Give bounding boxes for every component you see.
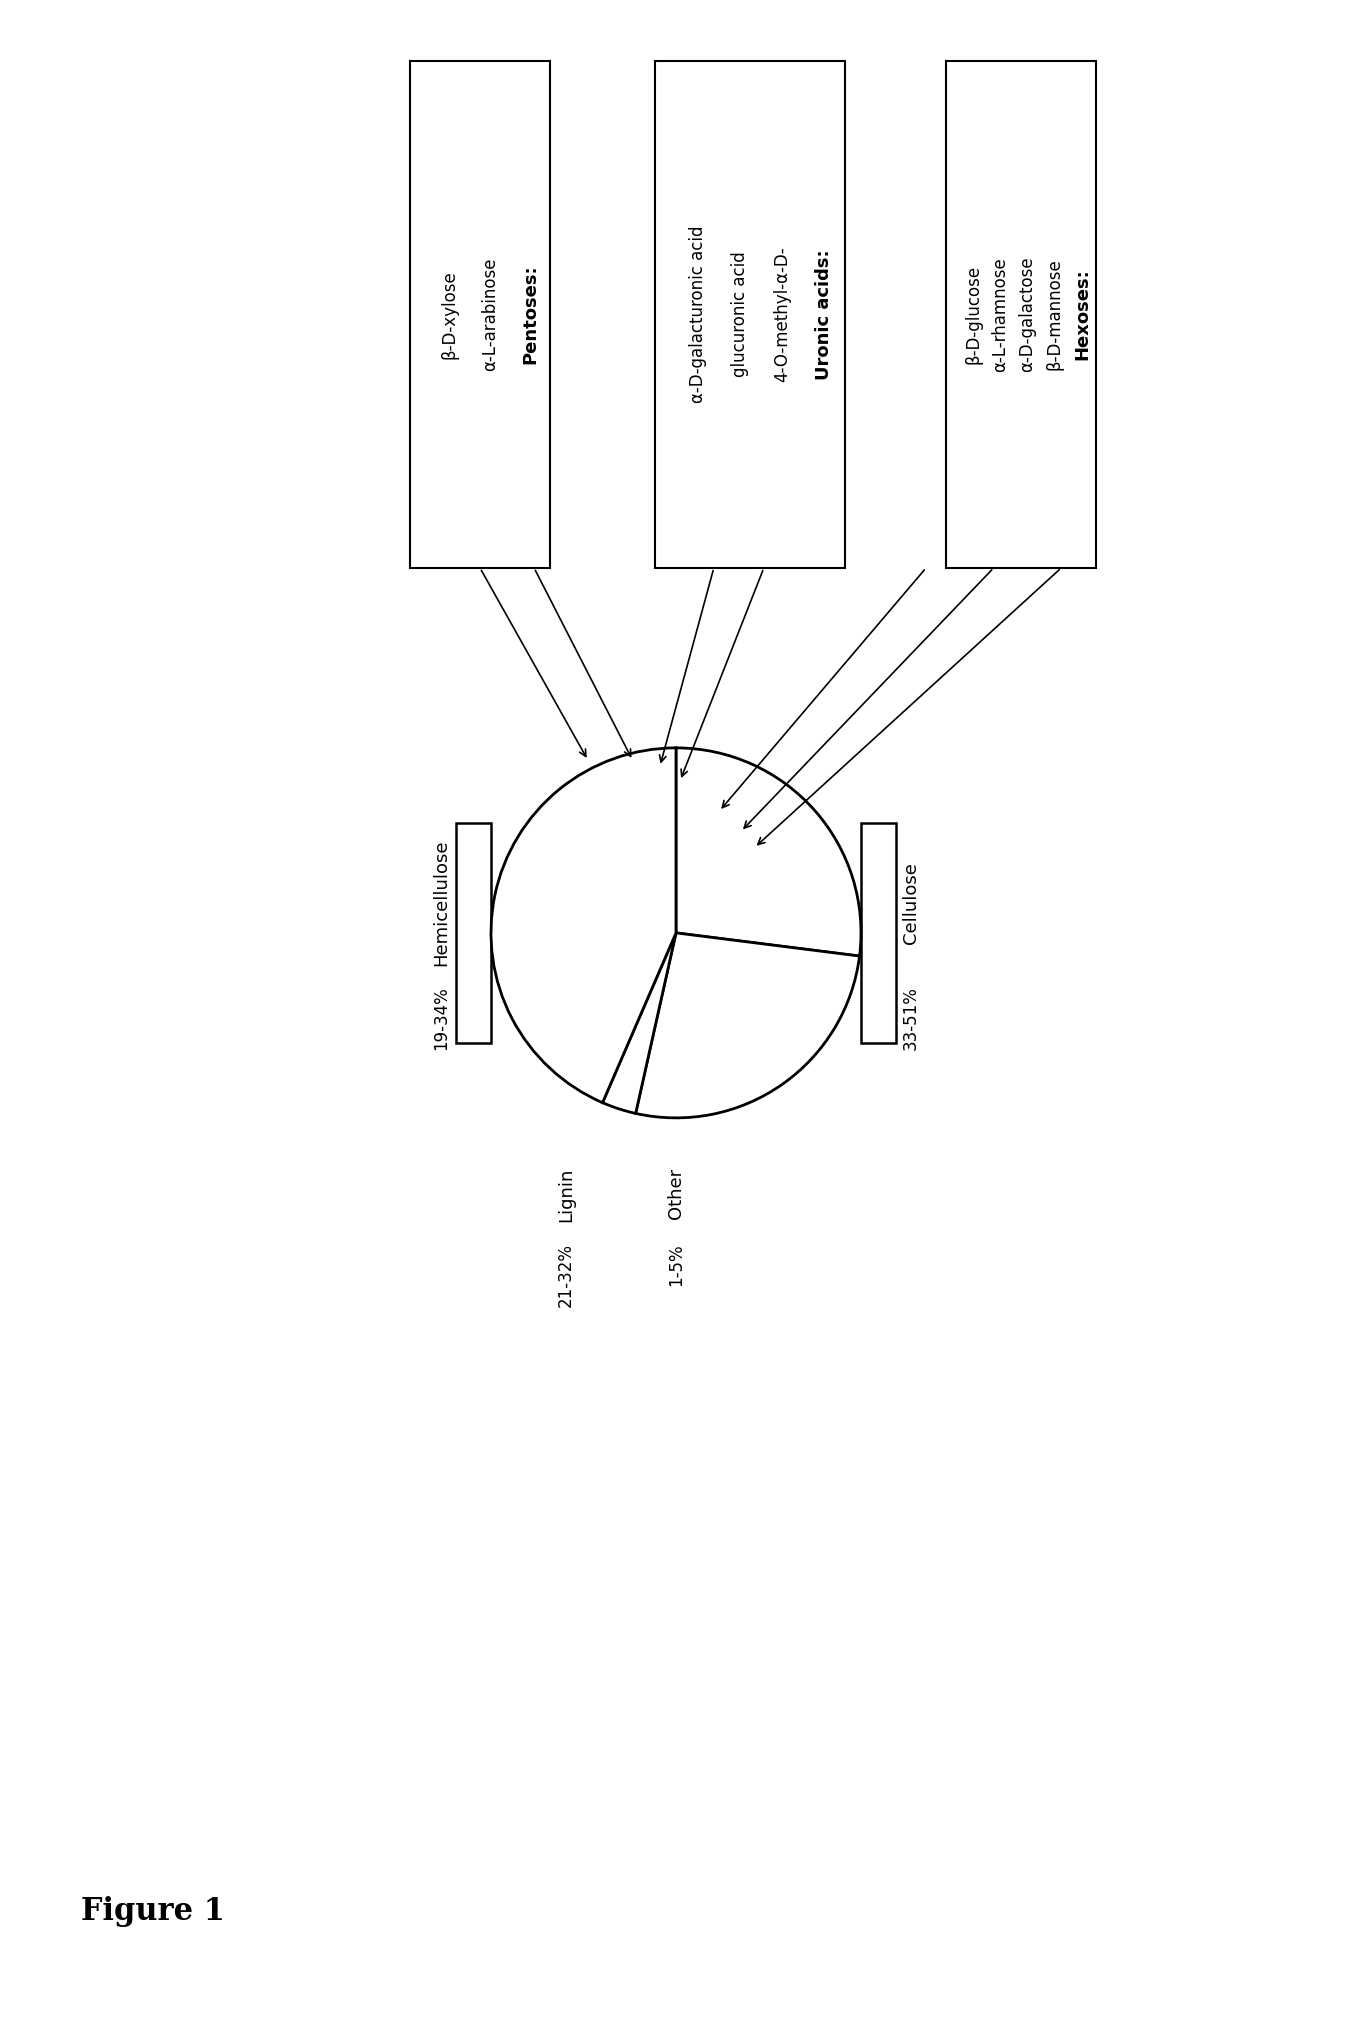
Bar	[656, 61, 845, 568]
Text: 33-51%: 33-51%	[902, 986, 919, 1051]
Text: Cellulose: Cellulose	[902, 862, 919, 943]
Text: α-L-rhamnose: α-L-rhamnose	[991, 258, 1010, 371]
Text: α-D-galacturonic acid: α-D-galacturonic acid	[688, 225, 707, 404]
Wedge shape	[603, 933, 676, 1113]
Text: 4-O-methyl-α-D-: 4-O-methyl-α-D-	[773, 247, 791, 381]
Bar	[410, 61, 550, 568]
Text: β-D-glucose: β-D-glucose	[964, 266, 982, 363]
Text: Lignin: Lignin	[557, 1168, 575, 1223]
Text: β-D-mannose: β-D-mannose	[1046, 258, 1064, 371]
Bar	[946, 61, 1095, 568]
Bar	[456, 823, 491, 1042]
Text: 19-34%: 19-34%	[433, 986, 450, 1051]
Text: 21-32%: 21-32%	[557, 1243, 575, 1306]
Text: Other: Other	[667, 1168, 685, 1219]
Text: 1-5%: 1-5%	[667, 1243, 685, 1286]
Wedge shape	[676, 748, 861, 955]
Text: Hemicellulose: Hemicellulose	[433, 840, 450, 965]
Bar	[861, 823, 896, 1042]
Text: glucuronic acid: glucuronic acid	[731, 251, 749, 377]
Text: β-D-xylose: β-D-xylose	[441, 270, 458, 359]
Wedge shape	[491, 748, 676, 1103]
Text: Pentoses:: Pentoses:	[521, 264, 539, 365]
Text: α-L-arabinose: α-L-arabinose	[481, 258, 499, 371]
Wedge shape	[635, 933, 860, 1117]
Text: α-D-galactose: α-D-galactose	[1018, 256, 1037, 373]
Text: Uronic acids:: Uronic acids:	[815, 249, 833, 379]
Text: Figure 1: Figure 1	[81, 1896, 224, 1927]
Text: Hexoses:: Hexoses:	[1073, 268, 1091, 361]
